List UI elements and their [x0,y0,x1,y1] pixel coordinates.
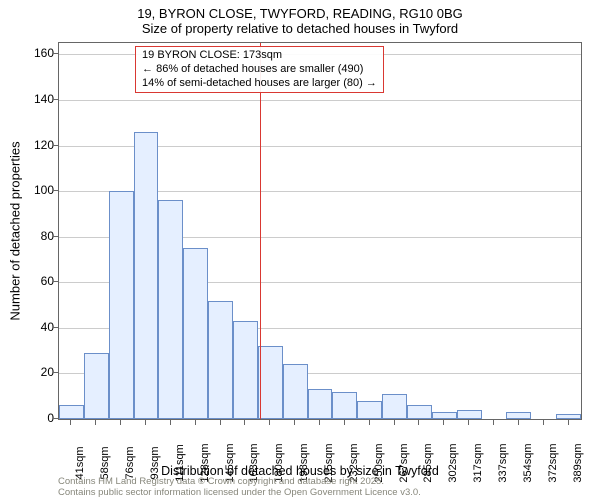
xtick-mark [443,420,444,425]
xtick-mark [294,420,295,425]
footer: Contains HM Land Registry data © Crown c… [58,477,421,498]
histogram-bar [357,401,382,419]
title-line-2: Size of property relative to detached ho… [0,21,600,36]
histogram-bar [134,132,159,419]
histogram-bar [308,389,333,419]
histogram-bar [283,364,308,419]
histogram-bar [183,248,208,419]
histogram-bar [208,301,233,419]
ytick-label: 120 [14,138,54,152]
xtick-mark [120,420,121,425]
xtick-mark [145,420,146,425]
ytick-label: 160 [14,46,54,60]
xtick-mark [394,420,395,425]
annotation-box: 19 BYRON CLOSE: 173sqm ← 86% of detached… [135,46,384,93]
xtick-mark [244,420,245,425]
histogram-bar [84,353,109,419]
xtick-mark [468,420,469,425]
histogram-bar [407,405,432,419]
xtick-mark [195,420,196,425]
xtick-mark [543,420,544,425]
ytick-label: 80 [14,229,54,243]
ytick-label: 140 [14,92,54,106]
title-block: 19, BYRON CLOSE, TWYFORD, READING, RG10 … [0,6,600,36]
chart-container: 19, BYRON CLOSE, TWYFORD, READING, RG10 … [0,0,600,500]
ytick-label: 20 [14,365,54,379]
xtick-mark [220,420,221,425]
xtick-mark [319,420,320,425]
xtick-mark [568,420,569,425]
plot-area: 19 BYRON CLOSE: 173sqm ← 86% of detached… [58,42,582,420]
histogram-bar [258,346,283,419]
ytick-label: 0 [14,411,54,425]
histogram-bar [59,405,84,419]
histogram-bar [109,191,134,419]
xtick-mark [170,420,171,425]
xtick-mark [70,420,71,425]
xtick-mark [493,420,494,425]
histogram-bar [506,412,531,419]
xtick-mark [344,420,345,425]
marker-line [260,43,261,419]
histogram-bar [432,412,457,419]
xtick-mark [95,420,96,425]
histogram-bar [233,321,258,419]
xtick-mark [269,420,270,425]
ytick-label: 100 [14,183,54,197]
ytick-label: 60 [14,274,54,288]
gridline [59,100,581,101]
histogram-bar [382,394,407,419]
annotation-line-2: ← 86% of detached houses are smaller (49… [142,63,377,77]
footer-line-1: Contains HM Land Registry data © Crown c… [58,477,421,487]
histogram-bar [457,410,482,419]
histogram-bar [332,392,357,419]
annotation-line-1: 19 BYRON CLOSE: 173sqm [142,49,377,63]
title-line-1: 19, BYRON CLOSE, TWYFORD, READING, RG10 … [0,6,600,21]
histogram-bar [158,200,183,419]
histogram-bar [556,414,581,419]
xtick-mark [369,420,370,425]
xtick-mark [518,420,519,425]
annotation-line-3: 14% of semi-detached houses are larger (… [142,77,377,91]
ytick-label: 40 [14,320,54,334]
footer-line-2: Contains public sector information licen… [58,488,421,498]
xtick-mark [418,420,419,425]
